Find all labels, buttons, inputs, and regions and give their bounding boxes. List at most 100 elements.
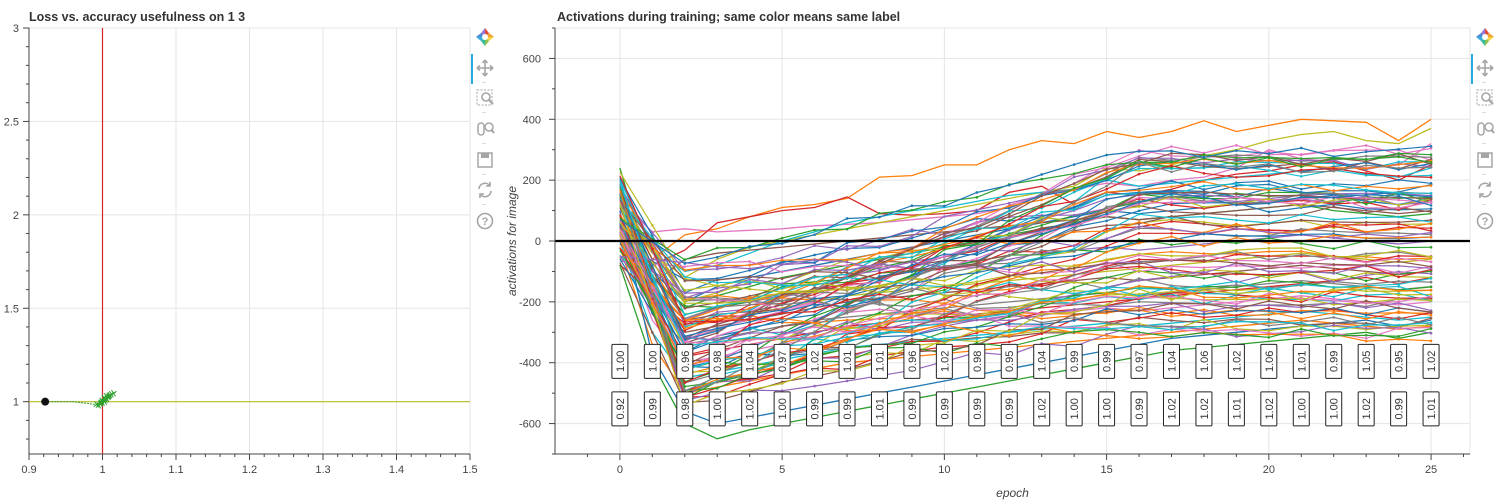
save-tool-icon[interactable] [1471, 147, 1497, 173]
activation-point [1040, 232, 1044, 236]
pan-tool-icon[interactable] [1471, 54, 1497, 84]
left-trajectory-marker [101, 398, 108, 405]
activation-point [1105, 177, 1108, 180]
activation-point [1364, 188, 1368, 192]
activation-point [715, 255, 719, 259]
activation-point [1105, 267, 1108, 271]
annotation-label-bottom: 1.02 [1037, 398, 1049, 419]
annotation-label-bottom: 0.99 [1004, 398, 1016, 419]
activation-point [1105, 263, 1108, 266]
activation-point [1202, 205, 1206, 209]
activation-point [878, 335, 881, 338]
activation-point [1299, 202, 1303, 206]
activation-point [748, 303, 751, 306]
activation-point [813, 284, 816, 287]
activation-point [1105, 184, 1108, 188]
activation-series-line [619, 198, 1432, 322]
right-chart-svg[interactable]: 1.00 0.92 1.00 0.99 0.96 0.98 0.98 1.00 1.04 1.02… [500, 0, 1500, 500]
activation-point [1397, 198, 1400, 202]
activation-point [1364, 230, 1368, 234]
annotation-box-top: 1.06 [1260, 343, 1278, 379]
activation-point [1137, 167, 1141, 170]
activation-point [1332, 225, 1336, 228]
activation-point [813, 302, 816, 306]
activation-point [1072, 281, 1076, 284]
toolbar-separator [1482, 174, 1486, 175]
wheel-zoom-tool-icon[interactable] [471, 116, 497, 142]
activation-point [1105, 307, 1108, 311]
annotation-box-top: 0.95 [1000, 343, 1018, 379]
annotation-label-top: 0.99 [1102, 351, 1114, 372]
activation-point [1364, 326, 1368, 330]
annotation-box-top: 1.02 [1422, 343, 1440, 379]
activation-point [1332, 183, 1336, 187]
activation-point [1040, 194, 1044, 198]
box-zoom-tool-icon[interactable] [471, 85, 497, 111]
activation-point [878, 251, 881, 255]
activation-point [1137, 196, 1141, 199]
activation-point [1007, 235, 1011, 238]
activation-point [1397, 254, 1400, 258]
activation-series-line [619, 256, 1432, 324]
activation-point [1429, 255, 1433, 259]
annotation-label-top: 1.04 [1166, 351, 1178, 372]
activation-point [1364, 216, 1368, 219]
left-x-tick-label: 1.2 [242, 464, 257, 476]
activation-point [1364, 323, 1368, 327]
left-chart-marks [29, 28, 470, 454]
activation-point [715, 286, 719, 290]
activation-point [1072, 190, 1076, 194]
activation-point [845, 271, 849, 274]
annotation-box-bottom: 1.00 [1098, 391, 1116, 427]
save-tool-icon[interactable] [471, 147, 497, 173]
activation-series-line [619, 179, 1432, 354]
activation-point [1429, 165, 1433, 169]
activation-point [910, 334, 914, 337]
activation-point [1105, 163, 1108, 167]
help-tool-icon[interactable]: ? [471, 208, 497, 234]
activation-point [1299, 266, 1303, 270]
activation-point [1235, 187, 1238, 191]
activation-point [1397, 155, 1400, 159]
annotation-label-top: 1.00 [615, 351, 627, 372]
annotation-box-bottom: 0.99 [903, 391, 921, 427]
box-zoom-tool-icon[interactable] [1471, 85, 1497, 111]
activation-point [1137, 189, 1141, 192]
activation-point [1137, 330, 1141, 334]
activation-point [1299, 317, 1303, 321]
activation-point [1429, 204, 1433, 207]
activation-point [1072, 208, 1076, 211]
reset-tool-icon[interactable] [471, 177, 497, 203]
activation-point [1170, 145, 1173, 148]
activation-point [1137, 241, 1141, 245]
activation-point [1137, 209, 1141, 213]
right-x-tick-label: 10 [938, 464, 950, 476]
activation-point [813, 286, 816, 289]
activation-point [748, 318, 751, 321]
help-tool-icon[interactable]: ? [1471, 208, 1497, 234]
activation-point [1397, 227, 1400, 231]
activation-point [813, 253, 816, 257]
activation-point [1007, 310, 1011, 313]
activation-point [975, 242, 979, 246]
activation-point [1299, 146, 1303, 150]
activation-point [1040, 192, 1044, 195]
pan-tool-icon[interactable] [471, 54, 497, 84]
activation-point [1397, 166, 1400, 170]
wheel-zoom-tool-icon[interactable] [1471, 116, 1497, 142]
activation-point [1429, 231, 1433, 234]
activation-point [1072, 273, 1076, 277]
activation-point [975, 226, 979, 230]
activation-point [1170, 335, 1173, 338]
left-chart-svg[interactable]: 0.9 1 1.1 1.2 1.3 1.4 1.5 1 1.5 2 2.5 3 [0, 0, 500, 500]
activation-point [1364, 197, 1368, 200]
activation-point [1170, 151, 1173, 155]
activation-point [910, 250, 914, 254]
activation-point [748, 313, 751, 317]
reset-tool-icon[interactable] [1471, 177, 1497, 203]
activation-point [715, 329, 719, 333]
activation-point [1007, 204, 1011, 208]
activation-point [1040, 337, 1044, 341]
annotation-box-bottom: 1.00 [1065, 391, 1083, 427]
activation-point [943, 341, 946, 345]
